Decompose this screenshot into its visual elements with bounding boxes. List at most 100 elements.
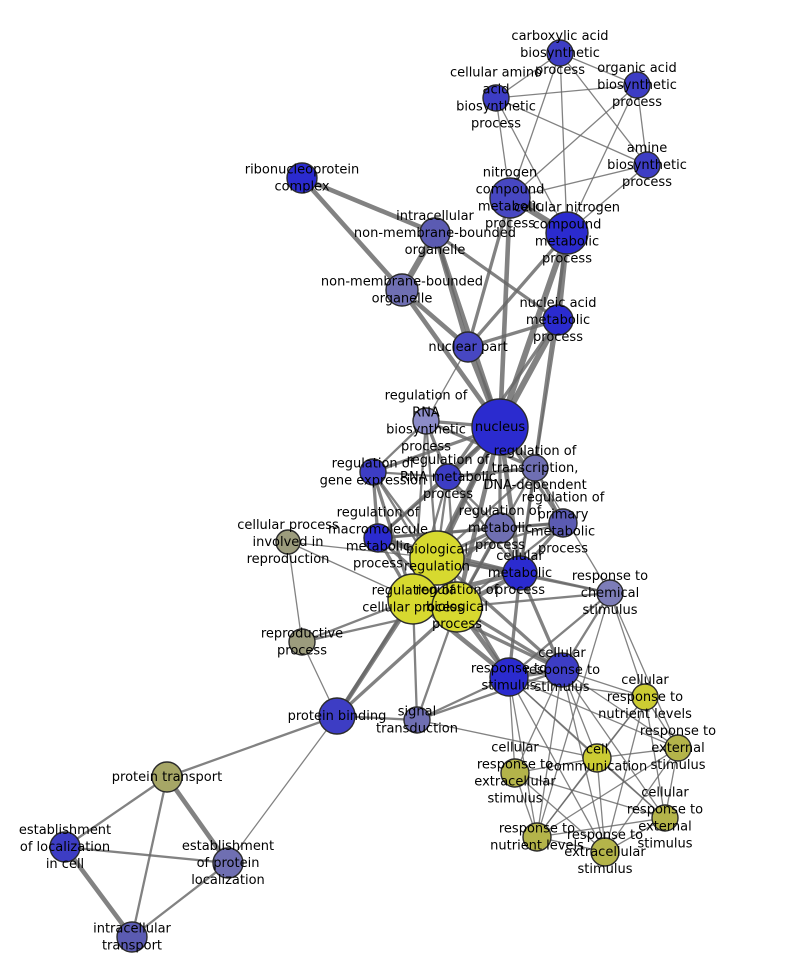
node-label-reproductive-process: reproductive process	[261, 627, 343, 659]
node-biological-regulation[interactable]	[409, 530, 465, 586]
edge-cellular-amino-acid-biosynthetic-process--cellular-nitrogen-compound-metabolic-process	[495, 97, 568, 234]
edge-response-to-chemical-stimulus--response-to-stimulus	[507, 591, 612, 679]
node-label-regulation-of-biological-process: regulation of biological process	[416, 583, 499, 632]
node-cellular-response-to-stimulus[interactable]	[544, 652, 580, 688]
node-label-response-to-extracellular-stimulus: response to extracellular stimulus	[564, 828, 646, 877]
node-regulation-of-transcription-dna-dependent[interactable]	[521, 454, 549, 482]
node-cell-communication[interactable]	[582, 743, 612, 773]
node-signal-transduction[interactable]	[403, 706, 431, 734]
node-label-regulation-of-cellular-process: regulation of cellular process	[362, 584, 464, 616]
node-regulation-of-rna-metabolic-process[interactable]	[434, 463, 462, 491]
edge-response-to-stimulus--response-to-external-stimulus	[508, 676, 679, 749]
node-protein-binding[interactable]	[318, 697, 356, 735]
node-regulation-of-rna-biosynthetic-process[interactable]	[412, 407, 440, 435]
node-label-cellular-amino-acid-biosynthetic-process: cellular amino acid biosynthetic process	[450, 66, 542, 132]
node-label-response-to-external-stimulus: response to external stimulus	[640, 724, 716, 773]
node-label-intracellular-transport: intracellular transport	[93, 922, 171, 954]
edge-regulation-of-rna-metabolic-process--cellular-metabolic-process	[446, 475, 522, 575]
node-nitrogen-compound-metabolic-process[interactable]	[489, 177, 531, 219]
edge-response-to-stimulus--response-to-nutrient-levels	[508, 676, 538, 838]
node-regulation-of-gene-expression[interactable]	[359, 458, 387, 486]
node-response-to-external-stimulus[interactable]	[664, 734, 692, 762]
edge-response-to-chemical-stimulus--response-to-external-stimulus	[609, 592, 679, 749]
node-label-cellular-metabolic-process: cellular metabolic process	[488, 549, 552, 598]
node-label-cellular-process-involved-in-reproduction: cellular process involved in reproduction	[237, 518, 339, 567]
node-organic-acid-biosynthetic-process[interactable]	[623, 71, 651, 99]
edge-cellular-response-to-external-stimulus--response-to-nutrient-levels	[536, 817, 666, 838]
node-cellular-process-involved-in-reproduction[interactable]	[275, 529, 301, 555]
edge-nucleic-acid-metabolic-process--regulation-of-transcription-dna-dependent	[533, 318, 560, 470]
edge-cellular-response-to-nutrient-levels--cellular-response-to-external-stimulus	[644, 696, 666, 819]
node-label-protein-transport: protein transport	[112, 770, 222, 785]
node-label-nucleic-acid-metabolic-process: nucleic acid metabolic process	[519, 296, 596, 345]
node-regulation-of-primary-metabolic-process[interactable]	[548, 508, 578, 538]
edge-carboxylic-acid-biosynthetic-process--cellular-nitrogen-compound-metabolic-process	[559, 52, 568, 234]
node-establishment-of-protein-localization[interactable]	[212, 847, 244, 879]
edge-cellular-response-to-stimulus--cellular-response-to-external-stimulus	[561, 669, 666, 819]
node-label-regulation-of-macromolecule-metabolic-process: regulation of macromolecule metabolic proce…	[328, 506, 428, 572]
node-label-nitrogen-compound-metabolic-process: nitrogen compound metabolic process	[476, 166, 545, 232]
edge-cellular-response-to-stimulus--signal-transduction	[415, 668, 564, 722]
edge-response-to-chemical-stimulus--cellular-response-to-nutrient-levels	[609, 592, 646, 698]
node-label-regulation-of-metabolic-process: regulation of metabolic process	[459, 504, 542, 553]
node-regulation-of-biological-process[interactable]	[431, 581, 483, 633]
edge-establishment-of-localization-in-cell--establishment-of-protein-localization	[63, 845, 230, 865]
node-cellular-amino-acid-biosynthetic-process[interactable]	[482, 84, 510, 112]
node-response-to-nutrient-levels[interactable]	[522, 822, 552, 852]
node-non-membrane-bounded-organelle[interactable]	[385, 273, 419, 307]
node-cellular-metabolic-process[interactable]	[502, 555, 538, 591]
edge-organic-acid-biosynthetic-process--nitrogen-compound-metabolic-process	[509, 84, 638, 199]
edge-regulation-of-rna-metabolic-process--regulation-of-transcription-dna-dependent	[446, 466, 537, 479]
node-cellular-response-to-extracellular-stimulus[interactable]	[500, 758, 530, 788]
edge-amine-biosynthetic-process--nitrogen-compound-metabolic-process	[509, 164, 648, 199]
node-reproductive-process[interactable]	[288, 628, 316, 656]
edge-cellular-amino-acid-biosynthetic-process--amine-biosynthetic-process	[495, 97, 648, 166]
node-nuclear-part[interactable]	[452, 331, 484, 363]
node-label-regulation-of-transcription-dna-dependent: regulation of transcription, DNA-dependent	[483, 444, 586, 493]
edge-regulation-of-rna-metabolic-process--regulation-of-macromolecule-metabolic-process	[376, 475, 450, 540]
edge-cell-communication--signal-transduction	[416, 719, 598, 759]
edge-carboxylic-acid-biosynthetic-process--nitrogen-compound-metabolic-process	[509, 52, 561, 199]
node-label-regulation-of-rna-biosynthetic-process: regulation of RNA biosynthetic process	[385, 389, 468, 455]
node-label-carboxylic-acid-biosynthetic-process: carboxylic acid biosynthetic process	[511, 29, 608, 78]
node-amine-biosynthetic-process[interactable]	[633, 151, 661, 179]
edge-protein-transport--establishment-of-protein-localization	[164, 774, 231, 866]
edge-nitrogen-compound-metabolic-process--nucleus	[497, 195, 513, 430]
node-regulation-of-metabolic-process[interactable]	[484, 512, 516, 544]
edge-cellular-nitrogen-compound-metabolic-process--nucleus	[497, 230, 570, 430]
edge-protein-transport--establishment-of-localization-in-cell	[63, 775, 169, 849]
edge-cellular-response-to-stimulus--response-to-nutrient-levels	[536, 669, 563, 838]
node-regulation-of-macromolecule-metabolic-process[interactable]	[363, 523, 393, 553]
node-response-to-stimulus[interactable]	[489, 657, 529, 697]
node-label-establishment-of-localization-in-cell: establishment of localization in cell	[19, 823, 111, 872]
node-response-to-chemical-stimulus[interactable]	[596, 579, 624, 607]
node-cellular-response-to-nutrient-levels[interactable]	[631, 683, 659, 711]
node-response-to-extracellular-stimulus[interactable]	[590, 837, 620, 867]
node-intracellular-transport[interactable]	[116, 921, 148, 953]
node-label-signal-transduction: signal transduction	[376, 705, 458, 737]
edge-reproductive-process--cellular-process-involved-in-reproduction	[287, 541, 303, 643]
edge-cell-communication--response-to-extracellular-stimulus	[596, 757, 606, 853]
node-regulation-of-cellular-process[interactable]	[387, 573, 439, 625]
edge-organic-acid-biosynthetic-process--cellular-nitrogen-compound-metabolic-process	[566, 84, 638, 234]
node-label-establishment-of-protein-localization: establishment of protein localization	[182, 839, 274, 888]
edge-response-to-external-stimulus--response-to-extracellular-stimulus	[604, 747, 679, 853]
node-cellular-nitrogen-compound-metabolic-process[interactable]	[545, 211, 589, 255]
node-label-ribonucleoprotein-complex: ribonucleoprotein complex	[245, 163, 360, 195]
node-nucleic-acid-metabolic-process[interactable]	[542, 304, 574, 336]
node-cellular-response-to-external-stimulus[interactable]	[651, 804, 679, 832]
node-ribonucleoprotein-complex[interactable]	[286, 162, 318, 194]
node-intracellular-non-membrane-bounded-organelle[interactable]	[419, 217, 451, 249]
edge-cellular-response-to-extracellular-stimulus--cellular-response-to-external-stimulus	[514, 772, 666, 819]
node-label-biological-regulation: biological regulation	[404, 543, 470, 575]
node-nucleus[interactable]	[471, 398, 529, 456]
node-protein-transport[interactable]	[151, 761, 183, 793]
node-label-cellular-nitrogen-compound-metabolic-process: cellular nitrogen compound metabolic proces…	[514, 201, 620, 267]
node-establishment-of-localization-in-cell[interactable]	[49, 831, 81, 863]
edge-response-to-stimulus--cellular-response-to-nutrient-levels	[508, 676, 646, 698]
node-carboxylic-acid-biosynthetic-process[interactable]	[546, 39, 574, 67]
edge-establishment-of-localization-in-cell--intracellular-transport	[62, 844, 135, 940]
node-label-response-to-chemical-stimulus: response to chemical stimulus	[572, 569, 648, 618]
edge-protein-transport--intracellular-transport	[130, 775, 169, 939]
